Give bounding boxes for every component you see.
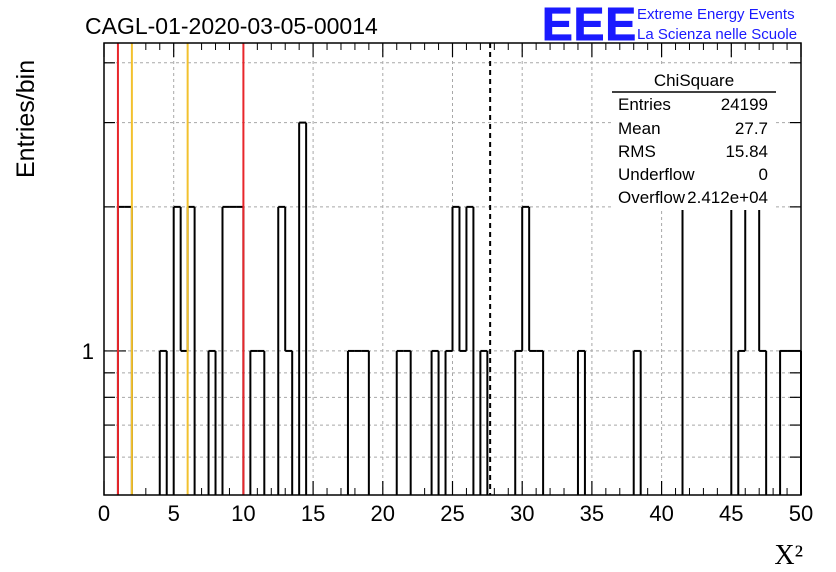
x-tick-label: 20 bbox=[371, 501, 395, 526]
y-axis-label: Entries/bin bbox=[12, 60, 40, 178]
plot-frame bbox=[103, 42, 802, 496]
eee-logo: EEE bbox=[542, 0, 637, 50]
x-tick-label: 10 bbox=[231, 501, 255, 526]
x-tick-label: 45 bbox=[719, 501, 743, 526]
org-name-line1: Extreme Energy Events bbox=[637, 6, 795, 23]
x-tick-label: 15 bbox=[301, 501, 325, 526]
stats-mean-value: 27.7 bbox=[735, 119, 768, 138]
stats-box: ChiSquare Entries 24199 Mean 27.7 RMS 15… bbox=[612, 66, 776, 210]
x-tick-label: 25 bbox=[440, 501, 464, 526]
stats-name: ChiSquare bbox=[654, 71, 734, 90]
x-tick-label: 50 bbox=[789, 501, 813, 526]
stats-rms-value: 15.84 bbox=[725, 142, 768, 161]
stats-overflow-label: Overflow bbox=[618, 188, 686, 207]
stats-rms-label: RMS bbox=[618, 142, 656, 161]
org-name-line2: La Scienza nelle Scuole bbox=[637, 26, 797, 43]
stats-entries-value: 24199 bbox=[721, 95, 768, 114]
chart-title: CAGL-01-2020-03-05-00014 bbox=[85, 13, 378, 39]
stats-box-background bbox=[612, 66, 776, 210]
x-tick-label: 5 bbox=[168, 501, 180, 526]
x-tick-label: 35 bbox=[580, 501, 604, 526]
stats-entries-label: Entries bbox=[618, 95, 671, 114]
stats-underflow-label: Underflow bbox=[618, 165, 695, 184]
x-tick-label: 40 bbox=[649, 501, 673, 526]
stats-underflow-value: 0 bbox=[759, 165, 768, 184]
reference-lines bbox=[116, 43, 492, 495]
stats-mean-label: Mean bbox=[618, 119, 661, 138]
x-tick-label: 30 bbox=[510, 501, 534, 526]
y-tick-label: 1 bbox=[82, 339, 94, 364]
y-tick-labels: 1 bbox=[82, 339, 94, 364]
x-axis-label: X² bbox=[774, 540, 803, 571]
stats-overflow-value: 2.412e+04 bbox=[687, 188, 768, 207]
x-tick-label: 0 bbox=[98, 501, 110, 526]
x-tick-labels: 0 5 10 15 20 25 30 35 40 45 50 bbox=[98, 501, 813, 526]
